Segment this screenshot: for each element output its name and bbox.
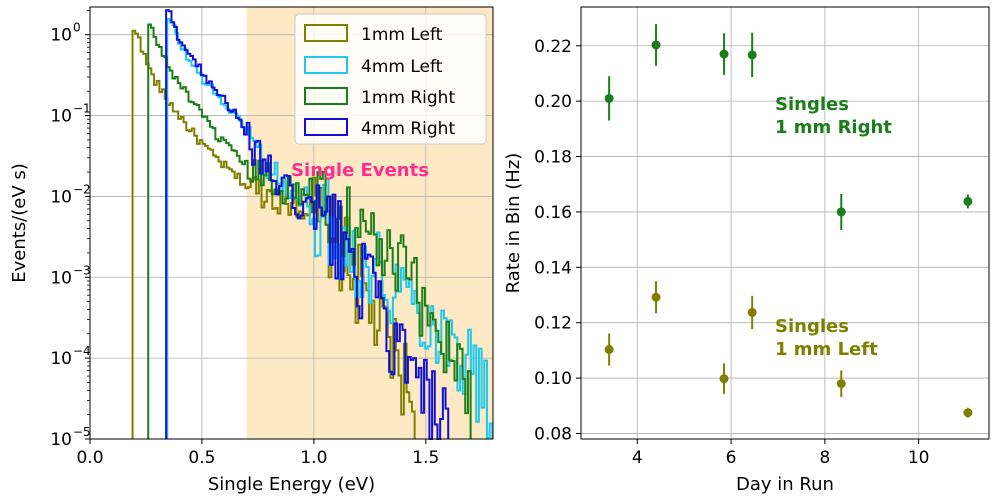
left-y-tick-label: 10 (50, 349, 72, 369)
right-y-tick-label: 0.20 (534, 92, 572, 112)
histogram-1mm-right (147, 23, 472, 439)
right-plot-background (581, 7, 989, 439)
left-y-tick-exponent: −3 (73, 263, 91, 277)
right-x-ticks: 4 6 8 10 (632, 439, 930, 468)
legend-swatch-4mm-right (304, 118, 348, 136)
single-events-label: Single Events (291, 160, 429, 181)
right-y-tick-label: 0.08 (534, 424, 572, 444)
legend-swatch-1mm-left (304, 24, 348, 42)
legend-item-4mm-right: 4mm Right (304, 118, 455, 139)
data-point (836, 207, 846, 217)
histogram-series (131, 9, 494, 440)
right-plot-frame (580, 6, 990, 440)
left-y-tick-exponent: −5 (73, 425, 91, 439)
right-x-tick-label: 4 (632, 448, 643, 468)
right-x-tick-label: 10 (908, 448, 930, 468)
legend-label-4mm-right: 4mm Right (361, 119, 455, 139)
data-point (719, 374, 729, 384)
legend: 1mm Left 4mm Left 1mm Right 4mm Right (294, 13, 487, 145)
legend-item-4mm-left: 4mm Left (304, 56, 443, 77)
right-y-tick-label: 0.12 (534, 314, 572, 334)
left-y-tick-label: 10 (50, 430, 72, 450)
legend-box (294, 13, 487, 145)
data-point (963, 408, 973, 418)
rate-panel: Singles 1 mm Right Singles 1 mm Left 4 6 8… (503, 6, 990, 495)
right-y-tick-label: 0.16 (534, 203, 572, 223)
right-y-ticks: 0.08 0.10 0.12 0.14 0.16 0.18 0.20 0.22 (534, 37, 581, 444)
annotation-singles-left-line1: Singles (775, 316, 849, 337)
left-x-tick-label: 1.0 (300, 448, 327, 468)
data-point (651, 292, 661, 302)
data-point (747, 307, 757, 317)
left-y-tick-exponent: −4 (73, 344, 91, 358)
annotation-singles-right-line2: 1 mm Right (775, 117, 892, 138)
data-point (963, 196, 973, 206)
data-point (651, 40, 661, 50)
right-x-tick-label: 6 (726, 448, 737, 468)
annotation-singles-left-line2: 1 mm Left (775, 339, 878, 360)
right-gridlines (581, 7, 989, 439)
right-y-tick-label: 0.22 (534, 37, 572, 57)
left-y-tick-exponent: 0 (73, 21, 81, 35)
left-plot-frame (89, 6, 494, 440)
left-y-tick-exponent: −2 (73, 182, 91, 196)
left-x-axis-label: Single Energy (eV) (208, 474, 375, 495)
legend-label-1mm-left: 1mm Left (361, 25, 443, 45)
right-x-axis-label: Day in Run (736, 474, 834, 495)
legend-swatch-4mm-left (304, 56, 348, 74)
right-y-tick-label: 0.14 (534, 258, 572, 278)
left-x-ticks: 0.0 0.5 1.0 1.5 (76, 439, 439, 468)
left-y-tick-exponent: −1 (73, 102, 91, 116)
left-y-axis-label: Events/(eV s) (9, 163, 30, 283)
right-y-axis-label: Rate in Bin (Hz) (503, 153, 524, 294)
left-y-tick-label: 10 (50, 107, 72, 127)
legend-item-1mm-left: 1mm Left (304, 24, 443, 45)
legend-label-4mm-left: 4mm Left (361, 57, 443, 77)
legend-swatch-1mm-right (304, 87, 348, 105)
data-point (604, 93, 614, 103)
left-y-tick-label: 10 (50, 187, 72, 207)
legend-label-1mm-right: 1mm Right (361, 88, 455, 108)
histogram-4mm-right (165, 9, 450, 440)
right-x-tick-label: 8 (819, 448, 830, 468)
left-y-tick-label: 10 (50, 268, 72, 288)
left-x-tick-label: 1.5 (412, 448, 439, 468)
right-y-tick-label: 0.10 (534, 369, 572, 389)
rate-series (604, 24, 973, 418)
right-y-tick-label: 0.18 (534, 148, 572, 168)
data-point (836, 379, 846, 389)
annotation-singles-right-line1: Singles (775, 94, 849, 115)
left-y-tick-label: 10 (50, 26, 72, 46)
legend-item-1mm-right: 1mm Right (304, 87, 455, 108)
left-x-tick-label: 0.5 (188, 448, 215, 468)
data-point (719, 49, 729, 59)
data-point (604, 345, 614, 355)
left-x-tick-label: 0.0 (76, 448, 103, 468)
data-point (747, 50, 757, 60)
histogram-panel: Single Events 0.0 0.5 1.0 1.5 10 −510 −410 −31… (9, 6, 494, 495)
